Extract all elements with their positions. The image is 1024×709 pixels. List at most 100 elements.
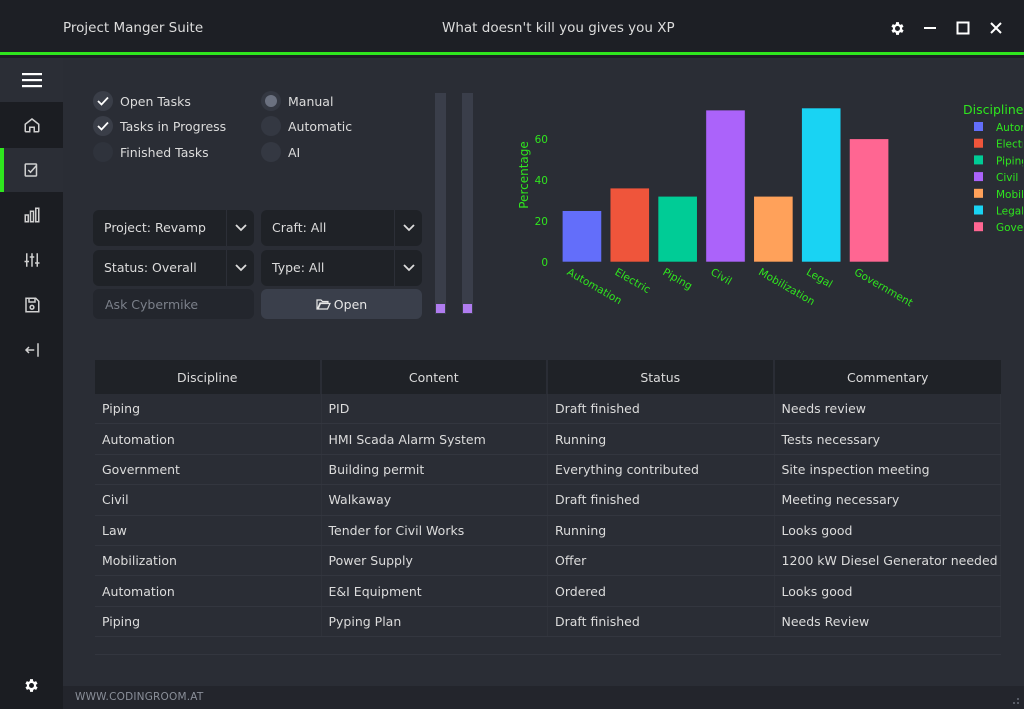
open-button[interactable]: Open xyxy=(261,289,422,319)
cell-discipline: Mobilization xyxy=(95,545,322,576)
resize-grip-icon[interactable] xyxy=(1010,695,1020,705)
cell-status: Offer xyxy=(548,545,775,576)
chevron-down-icon xyxy=(226,250,254,286)
table-row[interactable]: Government Building permit Everything co… xyxy=(95,454,1001,486)
cell-discipline: Government xyxy=(95,454,322,485)
close-icon[interactable] xyxy=(984,16,1008,40)
save-icon[interactable] xyxy=(0,283,63,327)
open-button-label: Open xyxy=(333,296,368,312)
y-tick-label: 60 xyxy=(535,134,548,146)
table-row[interactable]: Piping PID Draft finished Needs review xyxy=(95,394,1001,425)
table-row[interactable]: Piping Pyping Plan Draft finished Needs … xyxy=(95,606,1001,638)
gear-icon[interactable] xyxy=(885,16,909,40)
title-bar: Project Manger Suite What doesn't kill y… xyxy=(0,0,1024,55)
table-row[interactable]: Civil Walkaway Draft finished Meeting ne… xyxy=(95,485,1001,516)
logout-icon[interactable] xyxy=(0,328,63,372)
minimize-icon[interactable] xyxy=(918,16,942,40)
cell-content: Power Supply xyxy=(322,545,548,576)
ask-cybermike-input[interactable] xyxy=(93,289,254,319)
cell-content: Pyping Plan xyxy=(322,606,548,637)
legend-swatch xyxy=(974,222,983,232)
checkbox-tasks-in-progress[interactable]: Tasks in Progress xyxy=(93,116,226,136)
cell-commentary: Looks good xyxy=(775,576,1001,606)
header-content[interactable]: Content xyxy=(322,360,548,394)
cell-status: Draft finished xyxy=(548,394,775,424)
legend-swatch xyxy=(974,122,983,131)
cell-status: Everything contributed xyxy=(548,454,775,485)
cell-content: PID xyxy=(322,394,548,424)
status-select[interactable]: Status: Overall xyxy=(93,250,254,286)
checkbox-label: Finished Tasks xyxy=(120,144,209,160)
header-commentary[interactable]: Commentary xyxy=(847,369,929,385)
table-row[interactable]: Automation HMI Scada Alarm System Runnin… xyxy=(95,424,1001,455)
checkmark-icon xyxy=(93,116,113,136)
chevron-down-icon xyxy=(394,250,422,286)
home-icon[interactable] xyxy=(0,103,63,147)
checkbox-label: Open Tasks xyxy=(120,93,191,109)
cell-discipline: Automation xyxy=(95,424,322,454)
menu-icon[interactable] xyxy=(0,58,63,102)
checkbox-empty xyxy=(93,142,113,162)
legend-item: Civil xyxy=(996,172,1018,184)
title-accent-line xyxy=(0,52,1024,55)
bar-electric xyxy=(609,187,650,263)
cell-commentary: Site inspection meeting xyxy=(775,454,1001,485)
header-status[interactable]: Status xyxy=(548,360,775,394)
bar-civil xyxy=(705,109,746,263)
checkbox-finished-tasks[interactable]: Finished Tasks xyxy=(93,142,209,162)
cell-discipline: Law xyxy=(95,515,322,545)
table-row[interactable]: Automation E&I Equipment Ordered Looks g… xyxy=(95,576,1001,607)
maximize-icon[interactable] xyxy=(951,16,975,40)
cell-commentary: 1200 kW Diesel Generator needed xyxy=(775,545,1001,576)
bar-automation xyxy=(562,210,602,263)
bar-piping xyxy=(657,195,698,263)
radio-label: Manual xyxy=(288,93,334,109)
radio-manual[interactable]: Manual xyxy=(261,91,333,111)
chevron-down-icon xyxy=(394,210,422,246)
checkbox-open-tasks[interactable]: Open Tasks xyxy=(93,91,191,111)
header-discipline[interactable]: Discipline xyxy=(95,360,322,394)
table-row[interactable]: Mobilization Power Supply Offer 1200 kW … xyxy=(95,545,1001,577)
cell-commentary: Needs Review xyxy=(775,606,1001,637)
footer-credit: WWW.CODINGROOM.AT xyxy=(75,691,204,703)
legend-title: Discipline xyxy=(963,102,1023,117)
legend-swatch xyxy=(974,205,983,215)
legend-item: Electric xyxy=(996,139,1023,151)
cell-content: HMI Scada Alarm System xyxy=(322,424,548,454)
legend-item: Piping xyxy=(996,155,1023,167)
cell-commentary: Needs review xyxy=(775,394,1001,424)
checkmark-icon xyxy=(93,91,113,111)
vertical-slider-2[interactable] xyxy=(462,93,473,314)
cell-content: Building permit xyxy=(322,454,548,485)
table-row[interactable]: Law Tender for Civil Works Running Looks… xyxy=(95,515,1001,546)
x-tick-label: Civil xyxy=(708,266,733,288)
radio-label: Automatic xyxy=(288,118,353,134)
slider-handle[interactable] xyxy=(463,304,472,313)
type-select[interactable]: Type: All xyxy=(261,250,422,286)
legend-item: Government xyxy=(996,222,1023,234)
radio-empty xyxy=(261,116,281,136)
radio-automatic[interactable]: Automatic xyxy=(261,116,352,136)
cell-discipline: Piping xyxy=(95,394,322,424)
craft-select[interactable]: Craft: All xyxy=(261,210,422,246)
project-select[interactable]: Project: Revamp xyxy=(93,210,254,246)
radio-ai[interactable]: AI xyxy=(261,142,300,162)
type-select-value: Type: All xyxy=(272,260,325,275)
settings-gear-icon[interactable] xyxy=(0,663,63,707)
table-header: Discipline Content Status Commentary xyxy=(95,360,1001,394)
checkbox-label: Tasks in Progress xyxy=(120,118,227,134)
tasks-icon[interactable] xyxy=(0,148,63,192)
y-axis-label: Percentage xyxy=(517,141,531,209)
legend-item: Legal xyxy=(996,206,1023,218)
cell-status: Draft finished xyxy=(548,485,775,515)
bar-legal xyxy=(801,107,842,263)
vertical-slider-1[interactable] xyxy=(435,93,446,314)
bar-chart-icon[interactable] xyxy=(0,193,63,237)
cell-discipline: Civil xyxy=(95,485,322,515)
project-select-value: Project: Revamp xyxy=(104,220,206,235)
footer-bar: WWW.CODINGROOM.AT xyxy=(63,686,1024,709)
y-tick-label: 40 xyxy=(535,175,548,187)
slider-handle[interactable] xyxy=(436,304,445,313)
table-bottom-line xyxy=(95,654,1001,655)
sliders-icon[interactable] xyxy=(0,238,63,282)
